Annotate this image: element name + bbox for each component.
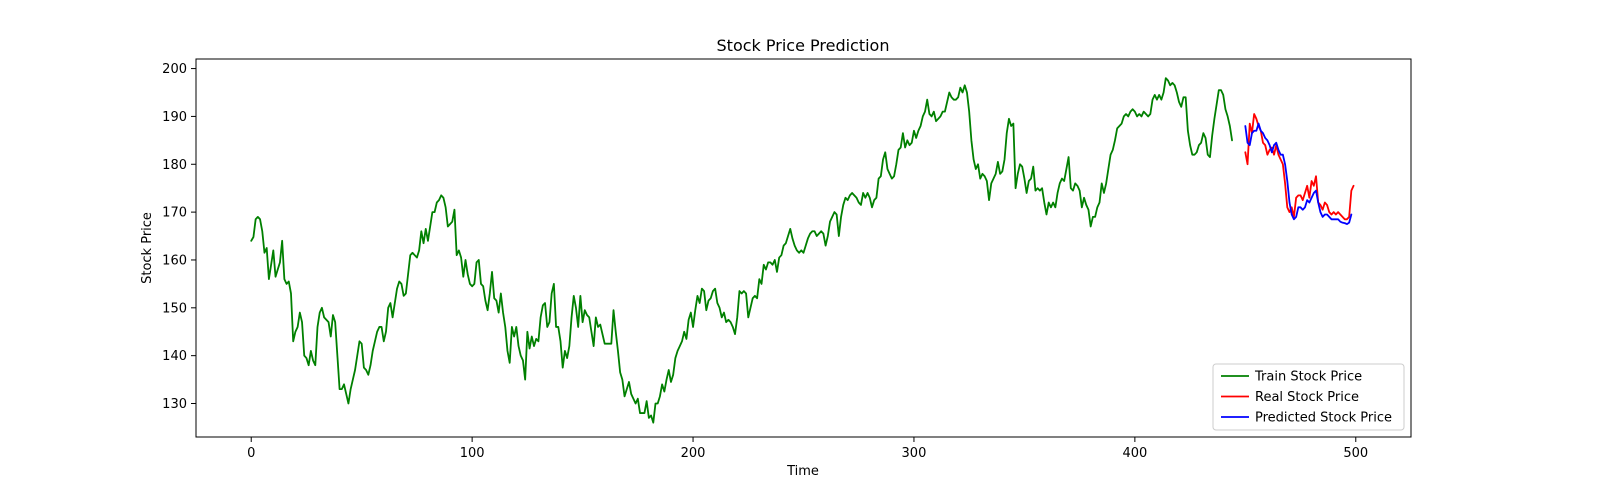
series-line-train-stock-price — [250, 77, 1233, 424]
plot-area — [250, 77, 1355, 424]
x-tick-label: 200 — [681, 446, 706, 461]
series-line-real-stock-price — [1244, 113, 1355, 221]
y-tick-label: 180 — [162, 158, 187, 173]
y-tick-label: 170 — [162, 206, 187, 221]
legend-box — [1212, 363, 1405, 431]
x-tick-label: 400 — [1122, 446, 1147, 461]
x-axis: 0 100 200 300 400 500 — [247, 437, 1368, 461]
y-axis-label: Stock Price — [140, 212, 155, 284]
series-line-predicted-stock-price — [1244, 122, 1353, 225]
x-axis-label: Time — [786, 464, 819, 479]
y-tick-label: 190 — [162, 110, 187, 125]
y-tick-label: 140 — [162, 349, 187, 364]
chart-title: Stock Price Prediction — [717, 36, 890, 55]
y-tick-label: 160 — [162, 253, 187, 268]
series-group — [250, 77, 1355, 424]
x-tick-label: 300 — [902, 446, 927, 461]
y-tick-label: 150 — [162, 301, 187, 316]
y-tick-label: 200 — [162, 62, 187, 77]
legend-label: Predicted Stock Price — [1255, 411, 1392, 426]
y-axis: 130 140 150 160 170 180 190 200 — [162, 62, 196, 412]
x-tick-label: 500 — [1343, 446, 1368, 461]
legend-label: Real Stock Price — [1255, 390, 1359, 405]
legend: Train Stock Price Real Stock Price Predict… — [1212, 363, 1405, 431]
x-tick-label: 0 — [247, 446, 255, 461]
x-tick-label: 100 — [460, 446, 485, 461]
y-tick-label: 130 — [162, 397, 187, 412]
legend-label: Train Stock Price — [1254, 370, 1362, 385]
plot-frame — [195, 58, 1412, 438]
